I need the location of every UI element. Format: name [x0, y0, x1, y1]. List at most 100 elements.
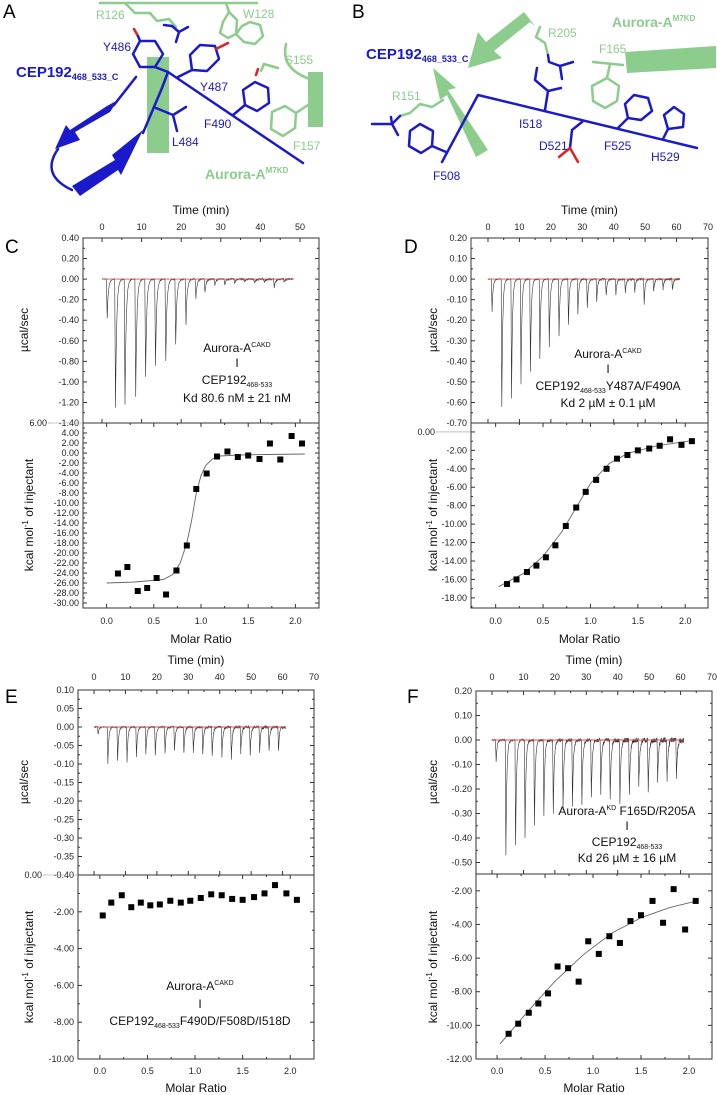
- peptide-label: CEP192468-533: [202, 373, 272, 389]
- protein-construct-sup: KD: [606, 805, 616, 812]
- isotherm-data-point: [266, 440, 273, 447]
- power-tick-label: -0.80: [58, 356, 79, 366]
- enthalpy-axis-title-end: of injectant: [426, 458, 440, 520]
- kd-value: Kd 26 µM ± 16 µM: [578, 851, 676, 865]
- isotherm-data-point: [515, 1020, 522, 1027]
- isotherm-data-point: [585, 938, 592, 945]
- protein-mutations: F165D/R205A: [616, 804, 695, 818]
- power-tick-label: -0.40: [446, 356, 467, 366]
- residue-label-r151: R151: [392, 89, 421, 103]
- residue-label-r205: R205: [548, 26, 577, 40]
- molar-ratio-tick-label: 1.5: [236, 1066, 249, 1076]
- power-axis-title: µcal/sec: [17, 308, 31, 352]
- molar-ratio-tick-label: 1.5: [635, 1066, 648, 1076]
- power-tick-label: -0.60: [446, 397, 467, 407]
- isotherm-data-point: [114, 570, 121, 577]
- enthalpy-tick-label: -2.00: [446, 445, 467, 455]
- power-tick-label: -0.10: [446, 295, 467, 305]
- enthalpy-tick-label: -18.00: [53, 538, 79, 548]
- peptide-name: CEP192: [202, 373, 247, 387]
- protein-construct-sup: CAKD: [214, 980, 233, 987]
- s155-hydroxyl: [254, 67, 260, 77]
- panel-letter-d: D: [404, 237, 418, 258]
- power-tick-label: -0.10: [53, 759, 74, 769]
- enthalpy-tick-label: -4.00: [446, 464, 467, 474]
- residue-label-w128: W128: [243, 7, 275, 21]
- time-tick-label: 0: [99, 222, 104, 232]
- enthalpy-tick-label: -6.00: [451, 953, 472, 963]
- isotherm-data-point: [218, 892, 225, 899]
- time-tick-label: 10: [518, 672, 528, 682]
- enthalpy-tick-label: -14.00: [441, 556, 467, 566]
- molar-ratio-tick-label: 0.0: [491, 1066, 504, 1076]
- enthalpy-tick-label: -6.00: [53, 980, 74, 990]
- cep192-label-a: CEP192468_533_C: [16, 64, 119, 82]
- itc-panel-d: D 0 10 20 30 40 50 60 70 Time (min) 0.20 0.10 0.00 -0…: [404, 203, 713, 646]
- aurora-label-a-text: Aurora-A: [205, 166, 266, 182]
- isotherm-data-point: [535, 1000, 542, 1007]
- enthalpy-axis-title-sup: -1: [425, 972, 434, 980]
- enthalpy-axis-title-text: kcal mol: [426, 979, 440, 1023]
- peptide-range-sub: 468-533: [637, 844, 663, 851]
- time-tick-label: 20: [546, 222, 556, 232]
- enthalpy-tick-label: -8.00: [53, 1017, 74, 1027]
- peptide-name: CEP192: [592, 835, 637, 849]
- enthalpy-tick-label: -10.00: [53, 498, 79, 508]
- power-tick-label: -0.15: [53, 778, 74, 788]
- residue-label-f157: F157: [293, 139, 321, 153]
- protein-construct-sup: CAKD: [251, 342, 270, 349]
- f157-ring: [269, 104, 298, 138]
- enthalpy-axis-title-end: of injectant: [22, 910, 36, 972]
- isotherm-data-point: [606, 933, 613, 940]
- i518-branch: [546, 86, 563, 93]
- isotherm-data-point: [187, 897, 194, 904]
- enthalpy-axis-title-text: kcal mol: [22, 527, 36, 571]
- isotherm-data-point: [234, 454, 241, 460]
- power-tick-label: 0.00: [61, 274, 79, 284]
- f508-ring: [407, 122, 435, 155]
- power-tick-label: -0.50: [446, 377, 467, 387]
- isotherm-data-point: [627, 918, 634, 925]
- isotherm-data-point: [261, 890, 268, 897]
- isotherm-data-point: [299, 440, 306, 447]
- enthalpy-tick-label: -2.00: [53, 907, 74, 917]
- time-tick-label: 40: [609, 222, 619, 232]
- time-tick-label: 50: [640, 222, 650, 232]
- isotherm-data-point: [634, 447, 641, 454]
- panel-letter-a: A: [3, 2, 16, 23]
- cep192-hairpin-loop: [50, 147, 74, 192]
- power-tick-label: -0.40: [58, 315, 79, 325]
- binding-fit-curve: [499, 900, 697, 1045]
- time-tick-label: 50: [644, 672, 654, 682]
- isotherm-data-point: [688, 438, 695, 445]
- molar-ratio-tick-label: 0.0: [489, 616, 502, 626]
- isotherm-data-point: [678, 441, 685, 448]
- isotherm-data-point: [118, 892, 125, 899]
- cep192-strand-1-arrow: [55, 100, 118, 149]
- peptide-range-sub: 468-533: [247, 382, 273, 389]
- power-tick-label: -0.40: [451, 833, 472, 843]
- enthalpy-tick-label: -26.00: [53, 578, 79, 588]
- f525-bond: [616, 116, 630, 130]
- isotherm-data-point: [656, 442, 663, 449]
- power-tick-label: -0.05: [53, 741, 74, 751]
- enthalpy-axis-title-text: kcal mol: [22, 979, 36, 1023]
- molar-ratio-axis-title: Molar Ratio: [563, 1081, 625, 1095]
- isotherm-data-point: [229, 895, 236, 902]
- peptide-label: CEP192468-533F490D/F508D/I518D: [109, 1014, 290, 1030]
- d521-carboxylate: [557, 146, 580, 164]
- protein-label: Aurora-ACAKD: [166, 979, 233, 993]
- time-axis-title: Time (min): [566, 653, 623, 667]
- f165-ring: [590, 76, 621, 110]
- isotherm-data-point: [575, 978, 582, 985]
- l484-sidechain: [154, 105, 188, 133]
- enthalpy-tick-label: -14.00: [53, 518, 79, 528]
- time-tick-label: 60: [672, 222, 682, 232]
- time-tick-label: 20: [550, 672, 560, 682]
- isotherm-data-point: [293, 896, 300, 903]
- protein-label: Aurora-ACAKD: [574, 347, 641, 361]
- isotherm-data-point: [128, 904, 135, 911]
- enthalpy-tick-label: -4.00: [58, 468, 79, 478]
- time-tick-label: 20: [152, 672, 162, 682]
- time-tick-label: 10: [120, 672, 130, 682]
